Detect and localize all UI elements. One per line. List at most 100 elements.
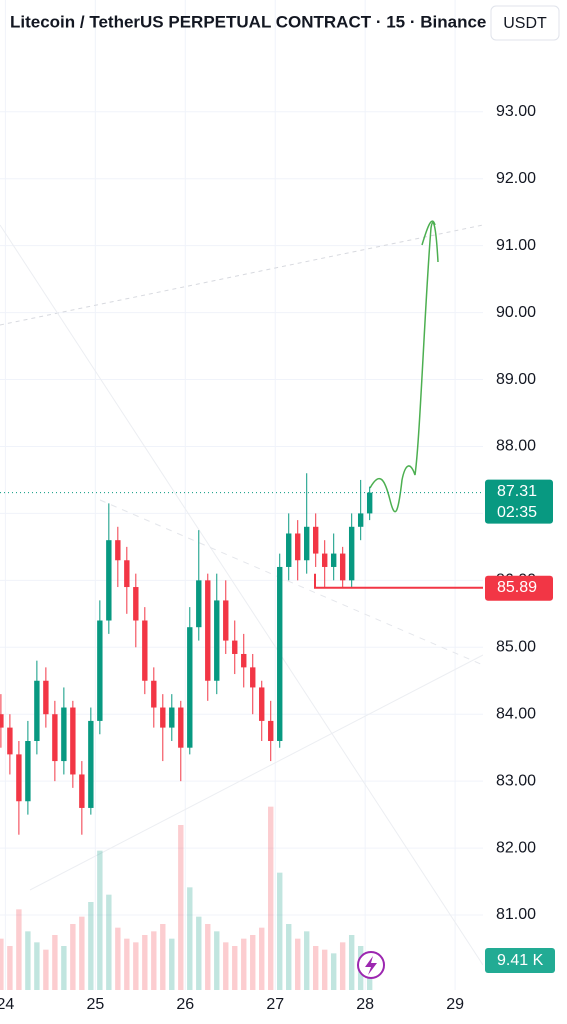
volume-bar	[124, 938, 130, 990]
y-tick-label: 83.00	[496, 772, 536, 789]
volume-bar	[232, 946, 238, 990]
candle-body	[52, 714, 58, 762]
volume-bar	[178, 825, 184, 990]
candle-body	[322, 553, 328, 567]
candle-body	[7, 727, 13, 755]
countdown-label: 02:35	[497, 504, 537, 521]
candle-body	[259, 687, 265, 721]
candle-body	[97, 620, 103, 721]
y-tick-label: 92.00	[496, 170, 536, 187]
candle-body	[43, 680, 49, 715]
x-tick-label: 26	[176, 996, 194, 1013]
candle-body	[295, 533, 301, 561]
plot	[0, 473, 483, 990]
volume-bar	[151, 931, 157, 990]
volume-tag	[485, 948, 555, 973]
volume-bar	[277, 872, 283, 990]
price-line-tag	[485, 575, 553, 601]
volume-bar	[348, 935, 355, 990]
volume-bar	[25, 931, 31, 990]
volume-bar	[142, 935, 148, 990]
volume-bar	[268, 806, 274, 990]
volume-bar	[52, 935, 58, 990]
volume-bar	[43, 949, 49, 990]
volume-bar	[88, 902, 94, 990]
projection-path	[369, 220, 439, 513]
candle-body	[16, 754, 22, 802]
x-tick-label: 25	[86, 996, 104, 1013]
trend-line	[0, 224, 484, 966]
x-tick-label: 24	[0, 996, 14, 1013]
y-tick-label: 90.00	[496, 304, 536, 321]
trend-line	[0, 224, 484, 326]
candle-body	[0, 714, 4, 728]
candle-body	[366, 492, 373, 514]
candle-body	[250, 667, 256, 688]
lightning-icon[interactable]	[357, 951, 385, 979]
last-price-tag	[485, 479, 553, 524]
trend-line	[99, 499, 484, 666]
candle-body	[34, 680, 40, 741]
volume-bar	[169, 938, 175, 990]
volume-bar	[223, 942, 229, 990]
candle-body	[313, 526, 319, 554]
volume-bar	[322, 949, 328, 990]
price-line	[314, 573, 483, 589]
chart-title: Litecoin / TetherUS PERPETUAL CONTRACT ·…	[10, 12, 486, 31]
candle-body	[133, 587, 139, 621]
volume-bar	[61, 946, 67, 990]
candle-body	[160, 707, 166, 728]
candle-body	[79, 774, 85, 808]
y-tick-label: 93.00	[496, 103, 536, 120]
axes: 81.0082.0083.0084.0085.0086.0087.0088.00…	[0, 103, 555, 1013]
candle-body	[106, 540, 112, 621]
grid	[0, 0, 483, 990]
y-tick-label: 82.00	[496, 839, 536, 856]
candle-body	[178, 707, 184, 748]
y-tick-label: 84.00	[496, 705, 536, 722]
icon-bolt	[365, 956, 377, 975]
volume-bar	[115, 927, 121, 990]
candle-body	[25, 740, 31, 802]
drawings	[0, 220, 484, 966]
candle-body	[214, 600, 220, 681]
volume-bar	[330, 953, 337, 990]
candle-body	[70, 707, 76, 775]
volume-bar	[304, 931, 310, 990]
volume-bar	[187, 887, 193, 990]
volume-bar	[259, 927, 265, 990]
x-tick-label: 28	[356, 996, 374, 1013]
volume-bar	[106, 894, 112, 990]
candle-body	[348, 526, 355, 581]
volume-bar	[250, 935, 256, 990]
volume-bar	[0, 938, 4, 990]
candle-body	[357, 513, 364, 527]
candle-body	[241, 653, 247, 668]
candle-body	[61, 707, 67, 762]
last-price-label: 87.31	[497, 483, 537, 500]
candle-body	[232, 640, 238, 654]
volume-bar	[79, 916, 85, 990]
volume-bar	[160, 924, 166, 990]
trend-line	[29, 654, 484, 891]
candle-body	[142, 620, 148, 681]
x-tick-label: 29	[446, 996, 464, 1013]
y-tick-label: 89.00	[496, 371, 536, 388]
currency-label: USDT	[503, 15, 547, 32]
volume-bar	[133, 942, 139, 990]
y-tick-label: 85.00	[496, 639, 536, 656]
volume-bar	[16, 909, 22, 990]
volume-bar	[97, 850, 103, 990]
currency-button[interactable]	[490, 5, 560, 41]
candle-body	[151, 680, 157, 708]
volume-bar	[313, 946, 319, 990]
candle-body	[124, 560, 130, 588]
candle-body	[330, 553, 337, 567]
candle-body	[223, 600, 229, 641]
x-tick-label: 27	[266, 996, 284, 1013]
y-tick-label: 88.00	[496, 438, 536, 455]
candle-body	[187, 627, 193, 748]
volume-bar	[339, 942, 346, 990]
y-tick-label: 81.00	[496, 906, 536, 923]
candle-body	[196, 580, 202, 628]
